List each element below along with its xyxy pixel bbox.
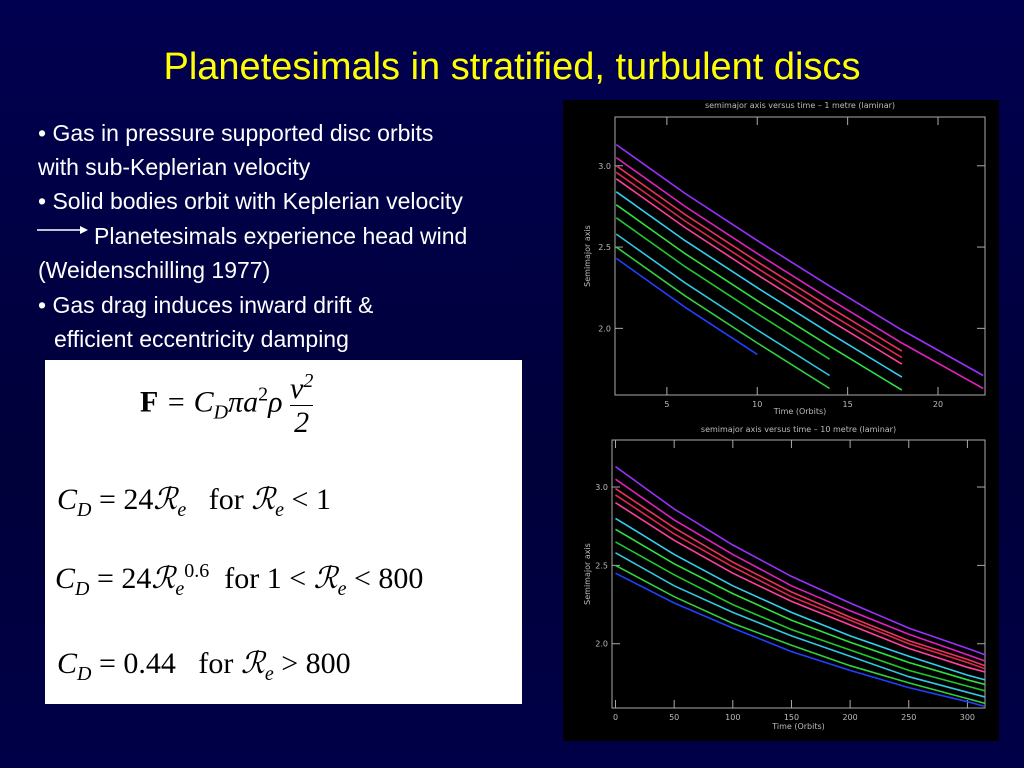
bullet-line: with sub-Keplerian velocity — [38, 154, 311, 180]
eq-part: < 800 — [346, 562, 424, 595]
eq-part: for 1 < — [224, 562, 314, 595]
eq-part: 2 — [294, 406, 310, 439]
chart-title: semimajor axis versus time – 10 metre (l… — [701, 425, 896, 434]
eq-part: = 0.44 — [91, 647, 176, 680]
series-line — [615, 541, 985, 692]
eq-part: e — [264, 663, 274, 685]
equation: CD = 24ℛe for ℛe < 1 — [57, 482, 331, 522]
y-tick-label: 2.0 — [595, 640, 608, 649]
eq-part: e — [337, 578, 347, 600]
x-tick-label: 150 — [784, 713, 799, 722]
eq-part: 0.6 — [184, 560, 210, 582]
eq-part: for — [208, 483, 252, 516]
series-line — [615, 204, 903, 391]
y-axis-label: Semimajor axis — [583, 543, 592, 605]
series-line — [615, 217, 831, 360]
series-line — [615, 478, 985, 662]
slide-title: Planetesimals in stratified, turbulent d… — [163, 46, 861, 88]
x-tick-label: 5 — [664, 400, 669, 409]
series-line — [615, 517, 985, 681]
eq-part: e — [175, 578, 185, 600]
series-line — [615, 143, 984, 377]
x-axis-label: Time (Orbits) — [773, 407, 827, 416]
series-line — [615, 564, 985, 705]
eq-part: D — [77, 499, 92, 521]
x-tick-label: 0 — [613, 713, 618, 722]
equation-box: F = CDπa2ρ v2 2 CD = 24ℛe for ℛe < 1 CD =… — [45, 360, 522, 704]
series-line — [615, 528, 985, 686]
eq-part: D — [77, 663, 92, 685]
eq-part: < 1 — [284, 483, 331, 516]
bullet-line: • Gas drag induces inward drift & — [38, 292, 374, 318]
series-line — [615, 487, 985, 667]
y-tick-label: 3.0 — [598, 162, 611, 171]
eq-part: = C — [158, 385, 214, 419]
eq-part: > 800 — [273, 647, 351, 680]
arrow-head — [80, 226, 88, 234]
eq-part: ℛ — [151, 562, 176, 595]
eq-part: for — [198, 647, 241, 680]
plot-frame — [614, 116, 986, 396]
eq-part: D — [213, 401, 229, 424]
bullet-line: • Gas in pressure supported disc orbits — [38, 120, 434, 146]
eq-part: C — [55, 562, 76, 595]
x-tick-label: 20 — [933, 400, 943, 409]
eq-part: ℛ — [153, 483, 178, 516]
x-axis-label: Time (Orbits) — [771, 722, 825, 731]
x-tick-label: 100 — [725, 713, 740, 722]
chart-title: semimajor axis versus time – 1 metre (la… — [705, 101, 895, 110]
eq-part: C — [57, 483, 78, 516]
eq-part: C — [57, 647, 78, 680]
eq-part: ℛ — [251, 483, 276, 516]
x-tick-label: 15 — [843, 400, 853, 409]
eq-part: πa — [228, 385, 259, 419]
eq-part: ℛ — [313, 562, 338, 595]
eq-part: D — [75, 578, 90, 600]
x-tick-label: 250 — [901, 713, 916, 722]
series-line — [615, 165, 903, 352]
y-tick-label: 2.5 — [598, 243, 611, 252]
series-line — [615, 502, 985, 673]
series-line — [615, 156, 984, 390]
series-line — [615, 178, 903, 365]
eq-part: v — [289, 372, 304, 405]
eq-part: 2 — [303, 370, 314, 392]
x-tick-label: 300 — [960, 713, 975, 722]
series-line — [615, 246, 831, 390]
bullet-line: • Solid bodies orbit with Keplerian velo… — [38, 188, 463, 214]
eq-part: ℛ — [240, 647, 265, 680]
plot-frame — [611, 439, 986, 709]
equation: F = CDπa2ρ v2 2 — [140, 370, 314, 439]
eq-part: 2 — [258, 383, 269, 406]
x-tick-label: 200 — [842, 713, 857, 722]
x-tick-label: 10 — [752, 400, 762, 409]
series-line — [615, 465, 985, 656]
y-tick-label: 2.5 — [595, 561, 608, 570]
bullet-line: efficient eccentricity damping — [54, 326, 349, 352]
y-tick-label: 3.0 — [595, 483, 608, 492]
series-line — [615, 191, 903, 378]
eq-part: F — [140, 385, 159, 419]
series-line — [615, 572, 985, 708]
equation: CD = 24ℛe0.6 for 1 < ℛe < 800 — [55, 560, 423, 601]
eq-part: ρ — [268, 385, 283, 419]
eq-part: = 24 — [91, 483, 154, 516]
x-tick-label: 50 — [669, 713, 679, 722]
series-line — [615, 257, 758, 356]
eq-part: e — [275, 499, 285, 521]
bullet-line: (Weidenschilling 1977) — [38, 257, 271, 283]
eq-part: = 24 — [89, 562, 152, 595]
series-line — [615, 552, 985, 698]
series-line — [615, 233, 831, 377]
chart-panel — [563, 100, 999, 430]
equation: CD = 0.44 for ℛe > 800 — [57, 646, 351, 686]
bullet-line: Planetesimals experience head wind — [94, 223, 468, 249]
y-tick-label: 2.0 — [598, 324, 611, 333]
eq-part: e — [177, 499, 187, 521]
y-axis-label: Semimajor axis — [583, 225, 592, 287]
series-line — [615, 171, 903, 359]
series-line — [615, 494, 985, 670]
